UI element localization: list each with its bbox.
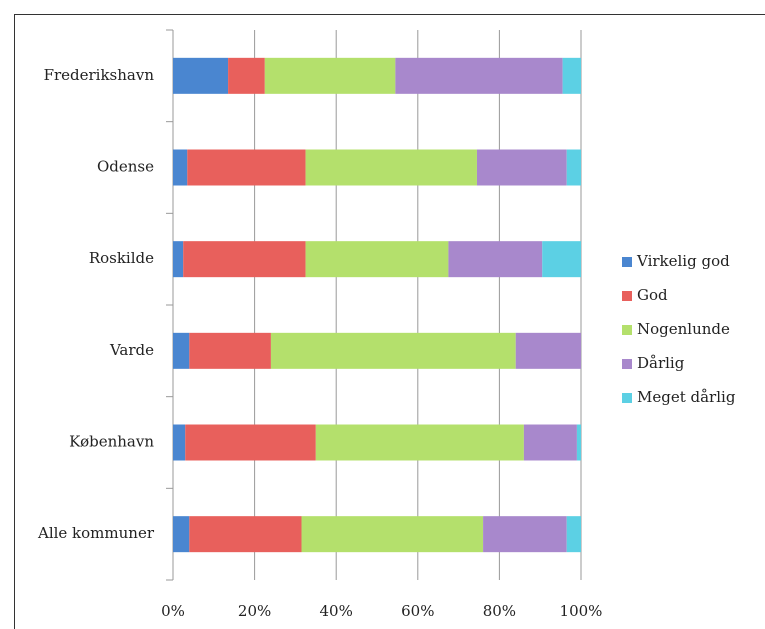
bar-segment [173, 57, 229, 94]
legend-label: Dårlig [637, 354, 685, 372]
bar-segment [183, 241, 306, 278]
legend-label: Virkelig god [636, 252, 730, 270]
bar-segment [305, 241, 449, 278]
bar-segment [173, 332, 190, 369]
bar-segment [542, 241, 581, 278]
legend-swatch [622, 325, 632, 335]
legend-label: Nogenlunde [637, 320, 730, 338]
bar-segment [187, 149, 306, 186]
bar-segment [483, 516, 567, 553]
bar-segment [301, 516, 484, 553]
legend-swatch [622, 359, 632, 369]
legend-swatch [622, 291, 632, 301]
y-tick-label: Odense [97, 158, 154, 176]
bar-segment [173, 241, 184, 278]
x-tick-label: 60% [401, 602, 434, 620]
bar-segment [270, 332, 516, 369]
legend-label: Meget dårlig [637, 388, 736, 406]
x-tick-label: 20% [238, 602, 271, 620]
bar-segment [566, 516, 581, 553]
bar-segment [315, 424, 524, 461]
bar-segment [264, 57, 396, 94]
bar-segment [305, 149, 477, 186]
bar-segment [189, 516, 302, 553]
bar-segment [576, 424, 581, 461]
bar-segment [566, 149, 581, 186]
bar-segment [395, 57, 563, 94]
bar-segment [515, 332, 581, 369]
bar-segment [173, 516, 190, 553]
bar-segment [228, 57, 265, 94]
y-tick-label: Frederikshavn [44, 66, 155, 84]
y-tick-label: København [69, 433, 154, 451]
y-tick-label: Alle kommuner [37, 524, 155, 542]
bar-segment [523, 424, 577, 461]
legend-label: God [637, 286, 668, 304]
bar-segment [562, 57, 581, 94]
x-tick-label: 0% [161, 602, 185, 620]
bar-segment [185, 424, 316, 461]
x-tick-label: 80% [483, 602, 516, 620]
bar-segment [173, 424, 186, 461]
x-tick-label: 40% [320, 602, 353, 620]
y-tick-label: Varde [109, 341, 154, 359]
bar-segment [189, 332, 271, 369]
x-tick-label: 100% [560, 602, 603, 620]
legend-swatch [622, 393, 632, 403]
legend-swatch [622, 257, 632, 267]
bar-segment [173, 149, 188, 186]
y-tick-label: Roskilde [89, 249, 154, 267]
bar-segment [448, 241, 543, 278]
bar-segment [476, 149, 567, 186]
